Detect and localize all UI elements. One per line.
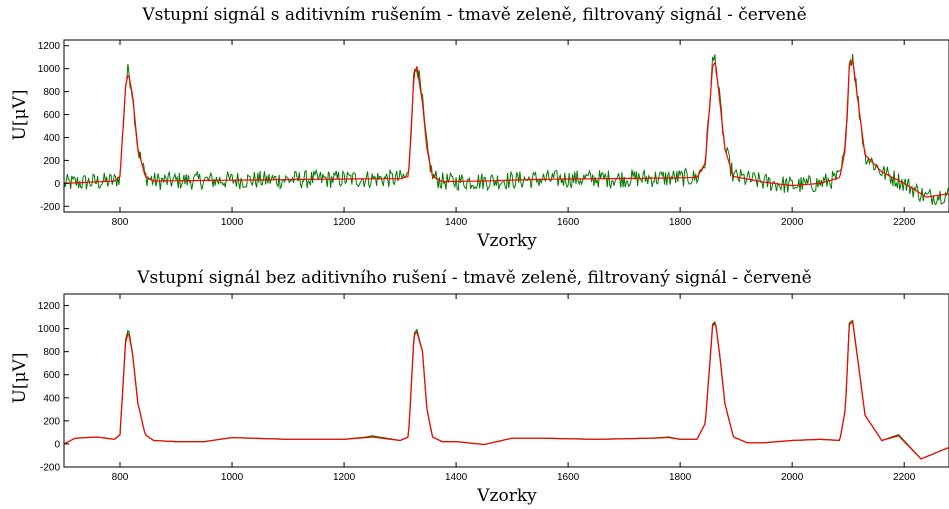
bottom-ytick-label: 400 bbox=[43, 393, 60, 404]
bottom-xtick-label: 2200 bbox=[893, 472, 916, 483]
top-series-1-line bbox=[64, 57, 949, 198]
top-xtick-label: 1800 bbox=[669, 217, 692, 228]
bottom-chart-title: Vstupní signál bez aditivního rušení - t… bbox=[137, 268, 812, 288]
top-xtick-label: 2000 bbox=[781, 217, 804, 228]
bottom-ytick-label: 0 bbox=[54, 439, 60, 450]
bottom-chart-xlabel: Vzorky bbox=[477, 486, 537, 506]
top-xtick-label: 1600 bbox=[557, 217, 580, 228]
top-ytick-label: 1200 bbox=[38, 41, 61, 52]
top-ytick-label: 800 bbox=[43, 87, 60, 98]
bottom-ytick-label: -200 bbox=[40, 463, 60, 474]
top-chart-xlabel: Vzorky bbox=[477, 231, 537, 251]
top-xtick-label: 1200 bbox=[333, 217, 356, 228]
top-xtick-label: 800 bbox=[112, 217, 129, 228]
top-series-0-line bbox=[63, 54, 949, 206]
top-xtick-label: 1000 bbox=[221, 217, 244, 228]
bottom-xtick-label: 1600 bbox=[557, 472, 580, 483]
bottom-xtick-label: 1000 bbox=[221, 472, 244, 483]
top-ytick-label: 200 bbox=[43, 156, 60, 167]
bottom-xtick-label: 1400 bbox=[445, 472, 468, 483]
top-xtick-label: 1400 bbox=[445, 217, 468, 228]
bottom-xtick-label: 1200 bbox=[333, 472, 356, 483]
top-ytick-label: 400 bbox=[43, 133, 60, 144]
bottom-xtick-label: 1800 bbox=[669, 472, 692, 483]
bottom-ytick-label: 600 bbox=[43, 370, 60, 381]
bottom-ytick-label: 200 bbox=[43, 416, 60, 427]
top-ytick-label: 1000 bbox=[38, 64, 61, 75]
top-ytick-label: 600 bbox=[43, 110, 60, 121]
top-ytick-label: 0 bbox=[54, 179, 60, 190]
bottom-plot-frame bbox=[63, 293, 949, 468]
bottom-series-1-line bbox=[63, 320, 949, 460]
bottom-xtick-label: 2000 bbox=[781, 472, 804, 483]
bottom-ytick-label: 1200 bbox=[38, 301, 61, 312]
top-xtick-label: 2200 bbox=[893, 217, 916, 228]
bottom-xtick-label: 800 bbox=[112, 472, 129, 483]
top-chart-title: Vstupní signál s aditivním rušením - tma… bbox=[142, 5, 807, 25]
bottom-ytick-label: 1000 bbox=[38, 324, 61, 335]
bottom-ytick-label: 800 bbox=[43, 347, 60, 358]
top-ytick-label: -200 bbox=[40, 202, 60, 213]
